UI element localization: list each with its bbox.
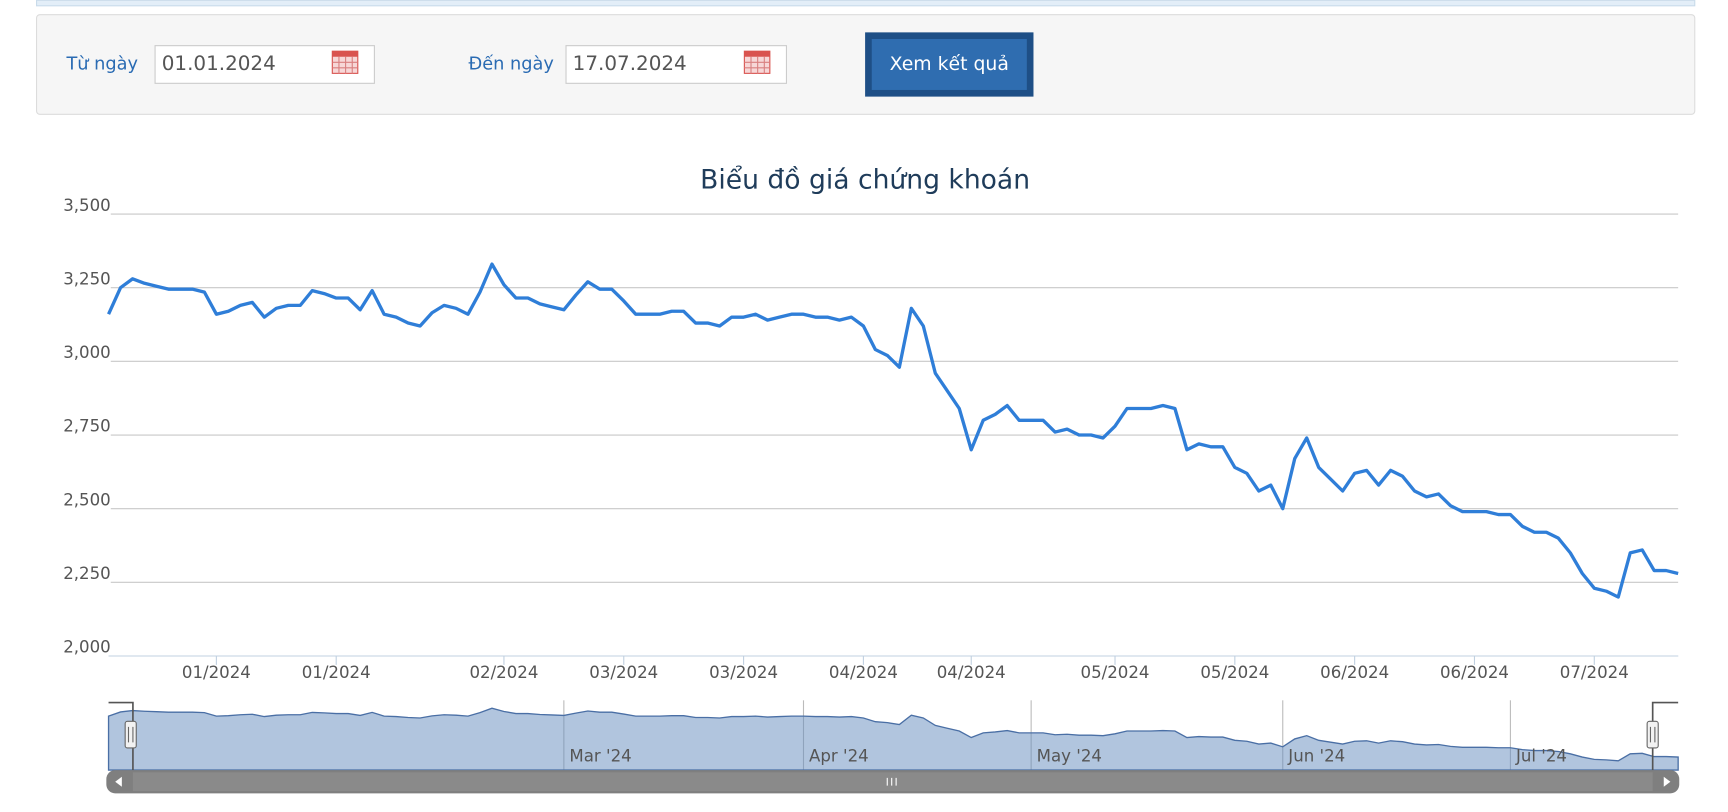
x-tick-label: 01/2024 (182, 663, 251, 682)
x-tick-label: 06/2024 (1440, 663, 1509, 682)
chart-title: Biểu đồ giá chứng khoán (700, 164, 1030, 195)
navigator-label: Jul '24 (1515, 746, 1567, 765)
scrollbar-grip (886, 777, 897, 786)
y-tick-label: 3,250 (63, 269, 111, 288)
submit-label: Xem kết quả (890, 53, 1009, 75)
navigator-area (107, 707, 1679, 771)
scroll-right (1663, 776, 1671, 787)
calendar-icon[interactable] (743, 50, 771, 74)
y-tick-label: 2,000 (63, 638, 111, 657)
x-tick-label: 02/2024 (469, 663, 538, 682)
plot: 2,000 2,250 2,500 2,750 3,000 3,250 3,500 01/20… (63, 196, 1680, 794)
navigator-label: Mar '24 (569, 746, 631, 765)
y-tick-label: 2,750 (63, 417, 111, 436)
from-value: 01.01.2024 (162, 52, 276, 75)
handle-grip (1649, 726, 1656, 743)
x-tick-label: 05/2024 (1200, 663, 1269, 682)
x-tick-label: 04/2024 (937, 663, 1006, 682)
x-tick-label: 05/2024 (1081, 663, 1150, 682)
navigator-label: May '24 (1037, 746, 1102, 765)
from-label: Từ ngày (65, 54, 138, 74)
navigator-label: Apr '24 (809, 746, 869, 765)
top-bar (36, 0, 1696, 7)
x-tick-label: 07/2024 (1560, 663, 1629, 682)
y-tick-label: 3,000 (63, 343, 111, 362)
navigator-handle[interactable] (124, 720, 137, 749)
x-tick-label: 04/2024 (829, 663, 898, 682)
x-tick-label: 03/2024 (589, 663, 658, 682)
y-tick-label: 2,500 (63, 490, 111, 509)
y-tick-label: 2,250 (63, 564, 111, 583)
scrollbar-thumb (132, 772, 1653, 792)
x-tick-label: 06/2024 (1320, 663, 1389, 682)
x-tick-label: 03/2024 (709, 663, 778, 682)
navigator-handle[interactable] (1646, 720, 1659, 749)
x-tick-label: 01/2024 (302, 663, 371, 682)
y-tick-label: 3,500 (63, 196, 111, 215)
calendar-icon[interactable] (331, 50, 359, 74)
to-value: 17.07.2024 (573, 52, 687, 75)
handle-grip (127, 726, 134, 743)
submit-button-inner (871, 39, 1027, 90)
to-label: Đến ngày (469, 53, 554, 74)
navigator-label: Jun '24 (1287, 746, 1345, 765)
price-line (107, 262, 1679, 599)
scroll-left (115, 776, 122, 787)
